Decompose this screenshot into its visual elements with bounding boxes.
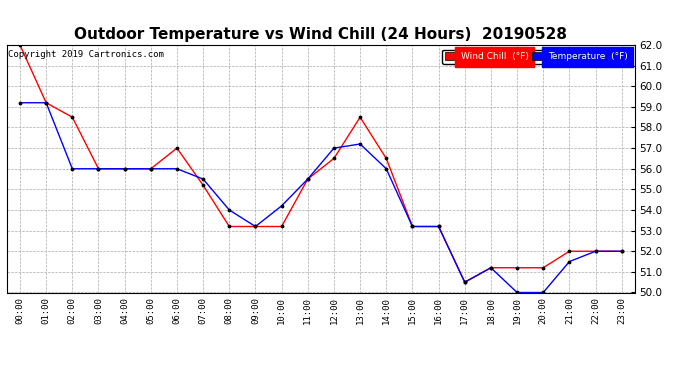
Text: Copyright 2019 Cartronics.com: Copyright 2019 Cartronics.com: [8, 50, 164, 59]
Legend: Wind Chill  (°F), Temperature  (°F): Wind Chill (°F), Temperature (°F): [442, 50, 630, 64]
Title: Outdoor Temperature vs Wind Chill (24 Hours)  20190528: Outdoor Temperature vs Wind Chill (24 Ho…: [75, 27, 567, 42]
